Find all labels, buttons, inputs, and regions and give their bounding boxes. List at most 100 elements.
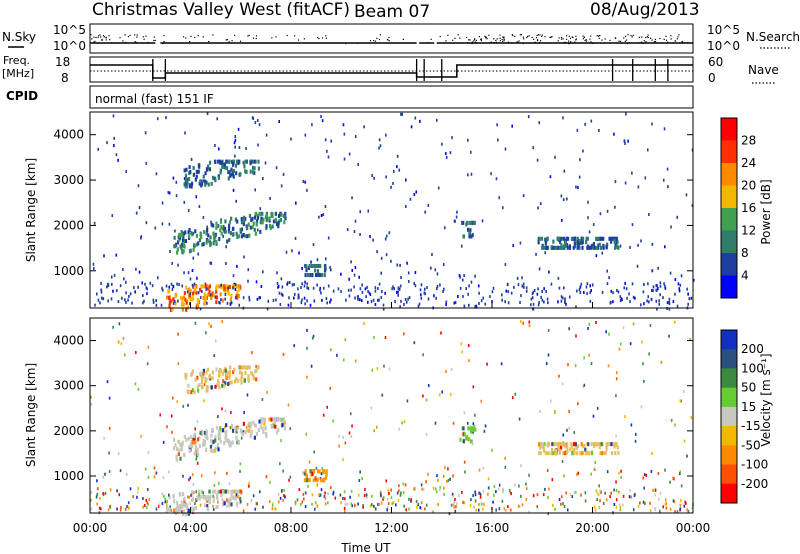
echo-region-cell bbox=[204, 171, 207, 176]
colorbar-swatch bbox=[721, 406, 737, 427]
echo-region-cell bbox=[605, 244, 608, 249]
echo-point bbox=[518, 484, 520, 488]
echo-point bbox=[175, 180, 178, 184]
echo-point bbox=[322, 286, 325, 290]
echo-point bbox=[112, 114, 115, 118]
echo-region-cell bbox=[214, 435, 217, 440]
echo-region-cell bbox=[220, 225, 223, 230]
echo-point bbox=[543, 300, 545, 304]
echo-point bbox=[440, 331, 442, 335]
nsearch-point bbox=[447, 34, 449, 36]
echo-point bbox=[298, 251, 300, 255]
echo-point bbox=[175, 194, 178, 198]
echo-point bbox=[613, 132, 615, 136]
nsearch-point bbox=[142, 36, 144, 38]
nsearch-point bbox=[234, 34, 236, 36]
echo-point bbox=[161, 288, 164, 292]
echo-point bbox=[239, 469, 241, 473]
echo-region-cell bbox=[312, 478, 315, 483]
nsearch-point bbox=[163, 34, 165, 37]
echo-point bbox=[243, 411, 245, 415]
echo-point bbox=[358, 275, 360, 279]
echo-region-cell bbox=[198, 444, 201, 449]
nsearch-point bbox=[275, 36, 277, 38]
nsearch-point bbox=[228, 41, 230, 43]
echo-point bbox=[617, 290, 620, 294]
echo-point bbox=[128, 294, 130, 298]
nsearch-point bbox=[386, 38, 389, 41]
echo-region-cell bbox=[235, 231, 238, 236]
nsearch-point bbox=[247, 35, 249, 37]
echo-point bbox=[382, 303, 385, 307]
echo-point bbox=[343, 358, 345, 362]
echo-point bbox=[357, 297, 359, 301]
echo-point bbox=[654, 493, 656, 497]
echo-region-cell bbox=[233, 367, 236, 372]
echo-point bbox=[554, 507, 556, 511]
echo-region-cell bbox=[265, 224, 268, 229]
echo-region-cell bbox=[558, 450, 561, 455]
echo-point bbox=[122, 268, 124, 272]
echo-point bbox=[226, 471, 228, 475]
echo-point bbox=[336, 353, 338, 357]
echo-point bbox=[306, 328, 308, 332]
nsearch-point bbox=[645, 36, 647, 39]
echo-point bbox=[658, 509, 661, 513]
echo-region-cell bbox=[224, 381, 227, 386]
echo-point bbox=[593, 467, 596, 471]
echo-region-cell bbox=[209, 235, 212, 240]
echo-point bbox=[125, 472, 128, 476]
echo-point bbox=[132, 495, 134, 499]
nsearch-point bbox=[557, 40, 559, 42]
echo-point bbox=[300, 301, 303, 305]
echo-region-cell bbox=[542, 446, 545, 451]
echo-point bbox=[433, 294, 435, 298]
echo-region-cell bbox=[213, 448, 216, 453]
echo-point bbox=[577, 186, 579, 190]
echo-point bbox=[599, 499, 601, 503]
echo-region-cell bbox=[316, 263, 319, 268]
echo-point bbox=[545, 290, 547, 294]
echo-region-cell bbox=[224, 229, 227, 234]
echo-point bbox=[424, 507, 426, 511]
echo-point bbox=[359, 232, 361, 236]
echo-point bbox=[564, 299, 566, 303]
echo-point bbox=[409, 197, 412, 201]
echo-point bbox=[655, 284, 658, 288]
echo-point bbox=[146, 362, 149, 366]
echo-point bbox=[489, 295, 491, 299]
echo-point bbox=[495, 177, 498, 181]
echo-point bbox=[628, 292, 630, 296]
echo-point bbox=[595, 489, 598, 493]
echo-point bbox=[324, 257, 327, 261]
echo-point bbox=[140, 435, 142, 439]
echo-point bbox=[371, 368, 374, 372]
echo-point bbox=[99, 301, 101, 305]
echo-point bbox=[382, 307, 385, 311]
echo-point bbox=[387, 506, 389, 510]
echo-point bbox=[501, 293, 503, 297]
nsearch-point bbox=[475, 39, 478, 42]
nsearch-point bbox=[252, 37, 255, 39]
echo-region-cell bbox=[193, 440, 196, 445]
nsearch-point bbox=[445, 40, 447, 42]
echo-point bbox=[108, 426, 111, 430]
echo-point bbox=[540, 295, 542, 299]
echo-region-cell bbox=[233, 489, 236, 494]
echo-point bbox=[156, 117, 159, 121]
echo-point bbox=[167, 191, 170, 195]
echo-region-cell bbox=[197, 304, 200, 309]
echo-point bbox=[436, 474, 438, 478]
echo-region-cell bbox=[586, 451, 589, 456]
echo-region-cell bbox=[173, 499, 176, 504]
echo-region-cell bbox=[200, 380, 204, 385]
echo-point bbox=[453, 301, 456, 305]
echo-point bbox=[108, 451, 110, 455]
echo-region-cell bbox=[212, 241, 215, 246]
echo-region-cell bbox=[541, 442, 544, 447]
echo-point bbox=[161, 286, 163, 290]
echo-point bbox=[316, 283, 318, 287]
echo-region-cell bbox=[546, 443, 549, 448]
echo-point bbox=[434, 421, 437, 425]
echo-point bbox=[401, 421, 403, 425]
